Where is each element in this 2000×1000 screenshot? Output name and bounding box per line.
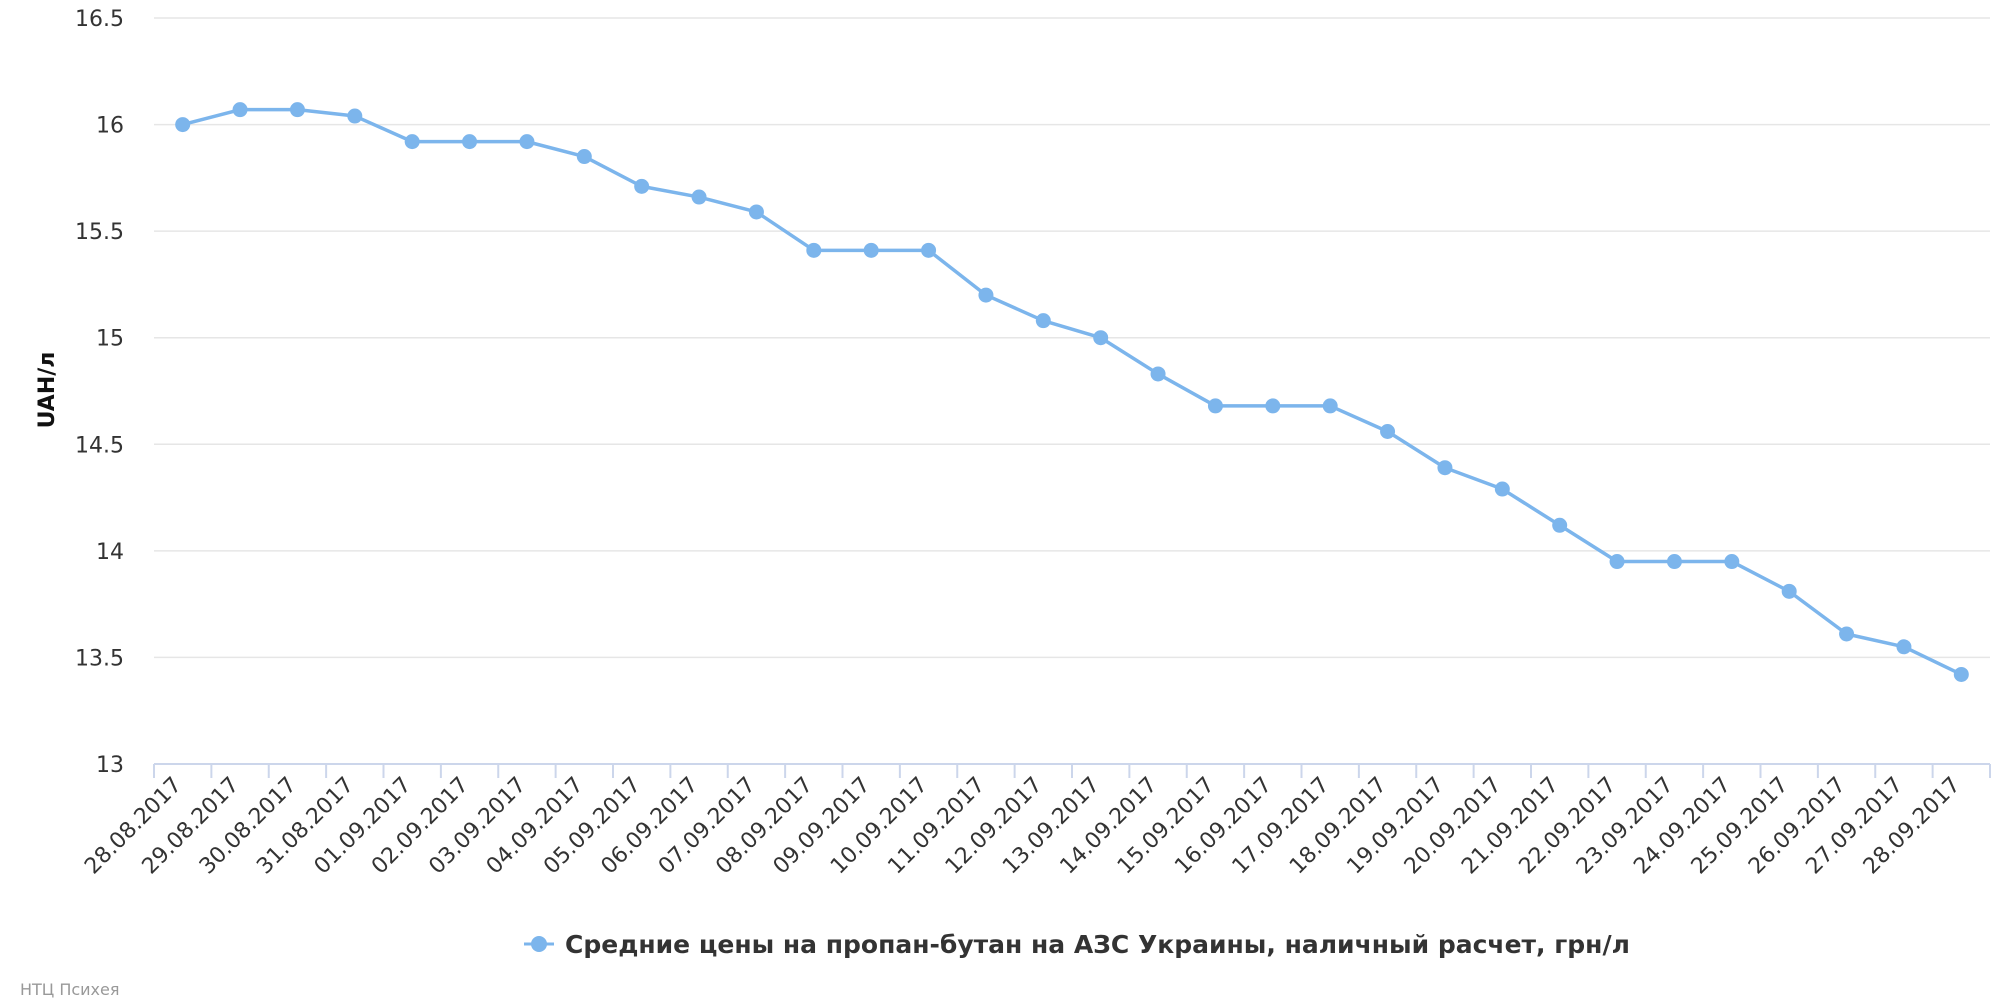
data-point[interactable] [519, 134, 535, 150]
data-point[interactable] [1150, 366, 1166, 382]
data-point[interactable] [347, 108, 363, 124]
data-point[interactable] [1322, 398, 1338, 414]
data-point[interactable] [1552, 517, 1568, 533]
data-point[interactable] [921, 242, 937, 258]
data-point[interactable] [806, 242, 822, 258]
data-point[interactable] [1839, 626, 1855, 642]
data-point[interactable] [576, 149, 592, 165]
y-axis-title: UAH/л [35, 352, 60, 429]
data-point[interactable] [404, 134, 420, 150]
data-point[interactable] [175, 117, 191, 133]
x-axis-tick-labels: 28.08.201729.08.201730.08.201731.08.2017… [80, 773, 1965, 880]
data-point[interactable] [634, 178, 650, 194]
data-point[interactable] [462, 134, 478, 150]
y-tick-label: 16.5 [75, 7, 124, 32]
x-axis [153, 763, 1991, 778]
legend-label: Средние цены на пропан-бутан на АЗС Укра… [565, 930, 1630, 959]
data-point[interactable] [1724, 554, 1740, 570]
y-tick-label: 15 [96, 327, 124, 352]
data-point[interactable] [863, 242, 879, 258]
grid-lines [154, 17, 1990, 659]
series-line [182, 107, 1963, 677]
data-point[interactable] [1781, 583, 1797, 599]
y-tick-label: 14.5 [75, 433, 124, 458]
y-tick-label: 14 [96, 540, 124, 565]
y-tick-label: 15.5 [75, 220, 124, 245]
data-point[interactable] [1953, 666, 1969, 682]
data-point[interactable] [232, 102, 248, 118]
data-point[interactable] [691, 189, 707, 205]
data-point[interactable] [1093, 330, 1109, 346]
y-tick-label: 13.5 [75, 646, 124, 671]
series-group [175, 102, 1969, 682]
y-tick-label: 16 [96, 114, 124, 139]
data-point[interactable] [748, 204, 764, 220]
legend[interactable]: Средние цены на пропан-бутан на АЗС Укра… [524, 930, 1630, 959]
legend-point-marker [531, 936, 547, 952]
data-point[interactable] [1494, 481, 1510, 497]
data-point[interactable] [1265, 398, 1281, 414]
data-point[interactable] [1207, 398, 1223, 414]
data-point[interactable] [1380, 423, 1396, 439]
data-point[interactable] [978, 287, 994, 303]
credit-text[interactable]: НТЦ Психея [20, 980, 119, 999]
data-point[interactable] [1609, 554, 1625, 570]
y-axis-ticks: 13 13.5 14 14.5 15 15.5 16 16.5 [75, 7, 124, 778]
y-tick-label: 13 [96, 753, 124, 778]
data-point[interactable] [289, 102, 305, 118]
data-point[interactable] [1896, 639, 1912, 655]
data-point[interactable] [1666, 554, 1682, 570]
data-point[interactable] [1035, 313, 1051, 329]
data-point[interactable] [1437, 460, 1453, 476]
